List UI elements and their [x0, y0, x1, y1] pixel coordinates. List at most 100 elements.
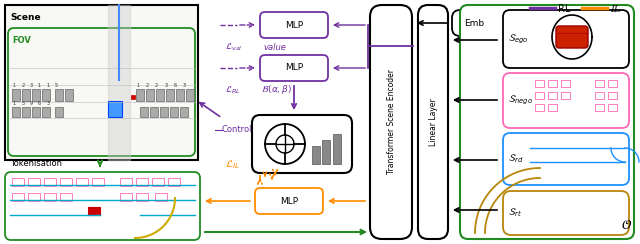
Text: IL: IL	[610, 4, 620, 13]
Text: Control: Control	[222, 125, 253, 134]
Text: 3: 3	[165, 83, 168, 88]
Bar	[136, 178, 148, 186]
Bar	[561, 92, 570, 99]
Bar	[535, 104, 544, 111]
Bar	[168, 178, 180, 186]
FancyBboxPatch shape	[503, 191, 629, 235]
Bar	[176, 89, 184, 101]
Text: MLP: MLP	[285, 63, 303, 72]
Text: $\mathcal{B}(\alpha,\beta)$: $\mathcal{B}(\alpha,\beta)$	[261, 83, 292, 96]
Bar	[595, 104, 604, 111]
Text: 3: 3	[30, 83, 33, 88]
Text: Tokenisation: Tokenisation	[10, 160, 62, 169]
Bar	[312, 146, 320, 164]
Text: Linear Layer: Linear Layer	[429, 98, 438, 146]
Bar	[180, 107, 188, 117]
Bar	[60, 193, 72, 201]
Bar	[28, 178, 40, 186]
Bar	[608, 104, 617, 111]
Text: Scene: Scene	[10, 13, 40, 22]
Text: 1: 1	[136, 83, 139, 88]
Bar	[136, 193, 148, 201]
Bar	[42, 107, 50, 117]
Bar	[120, 178, 132, 186]
FancyBboxPatch shape	[418, 5, 448, 239]
Bar	[140, 107, 148, 117]
Text: MLP: MLP	[285, 20, 303, 30]
Text: FOV: FOV	[12, 36, 31, 45]
FancyBboxPatch shape	[370, 5, 412, 239]
Bar	[131, 95, 135, 99]
Bar	[55, 107, 63, 117]
Bar	[88, 207, 100, 215]
Text: $\mathcal{L}_{val}$: $\mathcal{L}_{val}$	[225, 41, 243, 53]
Bar	[44, 193, 56, 201]
Text: 3: 3	[183, 83, 186, 88]
Text: $\mathcal{L}_{RL}$: $\mathcal{L}_{RL}$	[225, 84, 241, 96]
Bar	[12, 178, 24, 186]
Bar	[170, 107, 178, 117]
Text: $\mathcal{S}_{ego}$: $\mathcal{S}_{ego}$	[508, 32, 529, 46]
Text: 6: 6	[38, 101, 41, 106]
FancyBboxPatch shape	[556, 26, 588, 48]
FancyBboxPatch shape	[460, 5, 634, 239]
Text: 1: 1	[12, 83, 15, 88]
Bar	[32, 107, 40, 117]
Bar	[55, 89, 63, 101]
Bar	[60, 178, 72, 186]
Bar	[595, 80, 604, 87]
Bar	[146, 89, 154, 101]
Bar	[42, 89, 50, 101]
FancyBboxPatch shape	[503, 133, 629, 185]
FancyBboxPatch shape	[252, 115, 352, 173]
Bar	[322, 140, 330, 164]
Bar	[561, 80, 570, 87]
Bar	[608, 80, 617, 87]
Text: 2: 2	[146, 83, 149, 88]
Text: $\mathcal{L}_{IL}$: $\mathcal{L}_{IL}$	[225, 159, 240, 171]
Bar	[5, 5, 198, 160]
Text: 1: 1	[46, 83, 49, 88]
Bar	[32, 89, 40, 101]
Text: value: value	[263, 42, 286, 51]
Text: 1: 1	[12, 101, 15, 106]
Bar	[333, 134, 341, 164]
FancyBboxPatch shape	[260, 12, 328, 38]
Bar	[548, 104, 557, 111]
Text: Emb: Emb	[464, 19, 484, 28]
Bar	[22, 107, 30, 117]
Bar	[92, 178, 104, 186]
Bar	[150, 107, 158, 117]
Text: 2: 2	[22, 83, 25, 88]
Bar	[22, 89, 30, 101]
FancyBboxPatch shape	[255, 188, 323, 214]
FancyBboxPatch shape	[503, 73, 629, 128]
Bar	[44, 178, 56, 186]
Text: RL: RL	[558, 4, 570, 14]
Bar	[608, 92, 617, 99]
FancyBboxPatch shape	[452, 10, 496, 36]
Bar	[12, 89, 20, 101]
Bar	[548, 80, 557, 87]
Bar	[160, 107, 168, 117]
Bar	[12, 107, 20, 117]
Bar	[28, 193, 40, 201]
Text: 2: 2	[155, 83, 158, 88]
Bar	[595, 92, 604, 99]
Bar	[152, 178, 164, 186]
Bar	[186, 89, 194, 101]
Text: 5: 5	[55, 83, 58, 88]
FancyBboxPatch shape	[5, 172, 200, 240]
Text: 1: 1	[37, 83, 40, 88]
Text: MLP: MLP	[280, 196, 298, 205]
Bar	[12, 193, 24, 201]
FancyBboxPatch shape	[260, 55, 328, 81]
Bar	[156, 89, 164, 101]
Text: 6: 6	[174, 83, 177, 88]
Bar	[155, 193, 167, 201]
Bar	[535, 92, 544, 99]
Text: 3: 3	[47, 101, 50, 106]
Bar	[136, 89, 144, 101]
Text: $\mathcal{S}_{rd}$: $\mathcal{S}_{rd}$	[508, 152, 524, 165]
Bar	[65, 89, 73, 101]
